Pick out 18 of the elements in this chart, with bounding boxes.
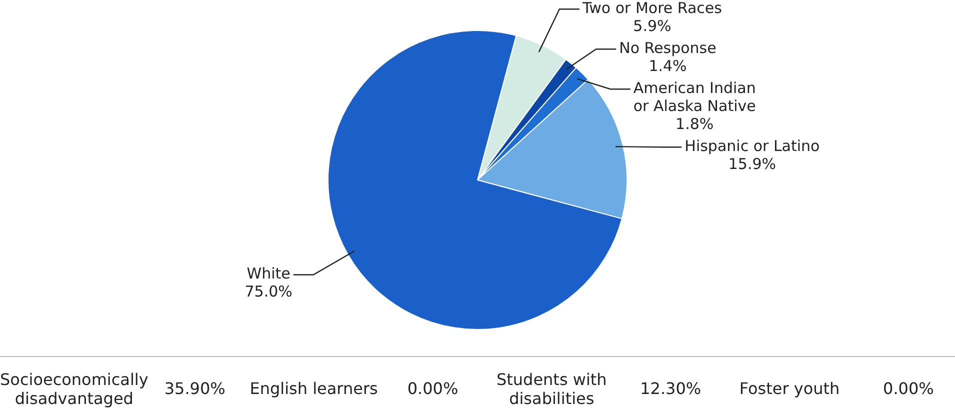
text: Socioeconomically disadvantaged [0,370,148,408]
text: Students with disabilities [495,370,608,408]
slice-label: Two or More Races [581,0,722,18]
slice-label: No Response [619,39,716,58]
slice-label: White [246,264,290,283]
text: 0.00% [882,379,935,398]
text: English learners [248,379,379,398]
data-label: 1.8% [676,115,714,134]
data-label: 15.9% [728,155,776,174]
text: Foster youth [738,379,841,398]
text: 0.00% [406,379,460,398]
slice-label: American Indian or Alaska Native [633,79,756,116]
data-label: 1.4% [648,57,687,76]
text: 35.90% [163,379,226,398]
data-label: 5.9% [633,17,672,36]
text: 12.30% [639,379,702,398]
data-label: 75.0% [244,282,292,301]
slice-label: Hispanic or Latino [684,137,820,156]
